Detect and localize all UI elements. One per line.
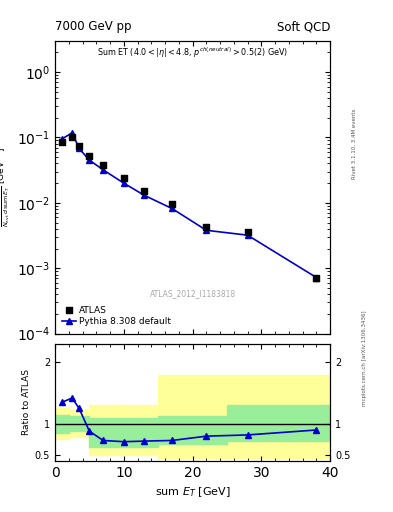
X-axis label: sum $E_T$ [GeV]: sum $E_T$ [GeV] [155,485,230,499]
ATLAS [244,228,251,236]
Y-axis label: $\frac{1}{N_{\rm evt}}\frac{d N_{\rm evt}}{d\,{\rm sum}\,E_T}$ [GeV$^{-1}$]: $\frac{1}{N_{\rm evt}}\frac{d N_{\rm evt… [0,147,13,227]
ATLAS [59,138,65,146]
Line: Pythia 8.308 default: Pythia 8.308 default [59,130,319,280]
Legend: ATLAS, Pythia 8.308 default: ATLAS, Pythia 8.308 default [59,303,174,329]
Pythia 8.308 default [314,274,319,281]
Text: mcplots.cern.ch [arXiv:1306.3436]: mcplots.cern.ch [arXiv:1306.3436] [362,311,367,406]
Text: ATLAS_2012_I1183818: ATLAS_2012_I1183818 [149,289,236,298]
Pythia 8.308 default [170,205,174,211]
Y-axis label: Ratio to ATLAS: Ratio to ATLAS [22,369,31,435]
Pythia 8.308 default [101,167,106,173]
ATLAS [76,141,82,150]
Pythia 8.308 default [245,232,250,238]
ATLAS [69,134,75,142]
ATLAS [86,152,93,160]
Text: 7000 GeV pp: 7000 GeV pp [55,20,132,33]
Text: Soft QCD: Soft QCD [277,20,330,33]
ATLAS [203,223,209,231]
ATLAS [141,187,148,196]
ATLAS [313,273,320,282]
Text: Sum ET $(4.0 < |\eta| < 4.8,\,p^{ch(neutral)} > 0.5(2)\ \mathrm{GeV})$: Sum ET $(4.0 < |\eta| < 4.8,\,p^{ch(neut… [97,46,288,60]
Pythia 8.308 default [70,130,75,136]
Pythia 8.308 default [60,136,64,142]
Pythia 8.308 default [87,157,92,163]
Text: Rivet 3.1.10, 3.4M events: Rivet 3.1.10, 3.4M events [352,108,357,179]
Pythia 8.308 default [121,180,126,186]
ATLAS [169,200,175,208]
Pythia 8.308 default [142,193,147,199]
ATLAS [121,174,127,182]
ATLAS [100,161,107,169]
Pythia 8.308 default [77,145,81,152]
Pythia 8.308 default [204,227,209,233]
